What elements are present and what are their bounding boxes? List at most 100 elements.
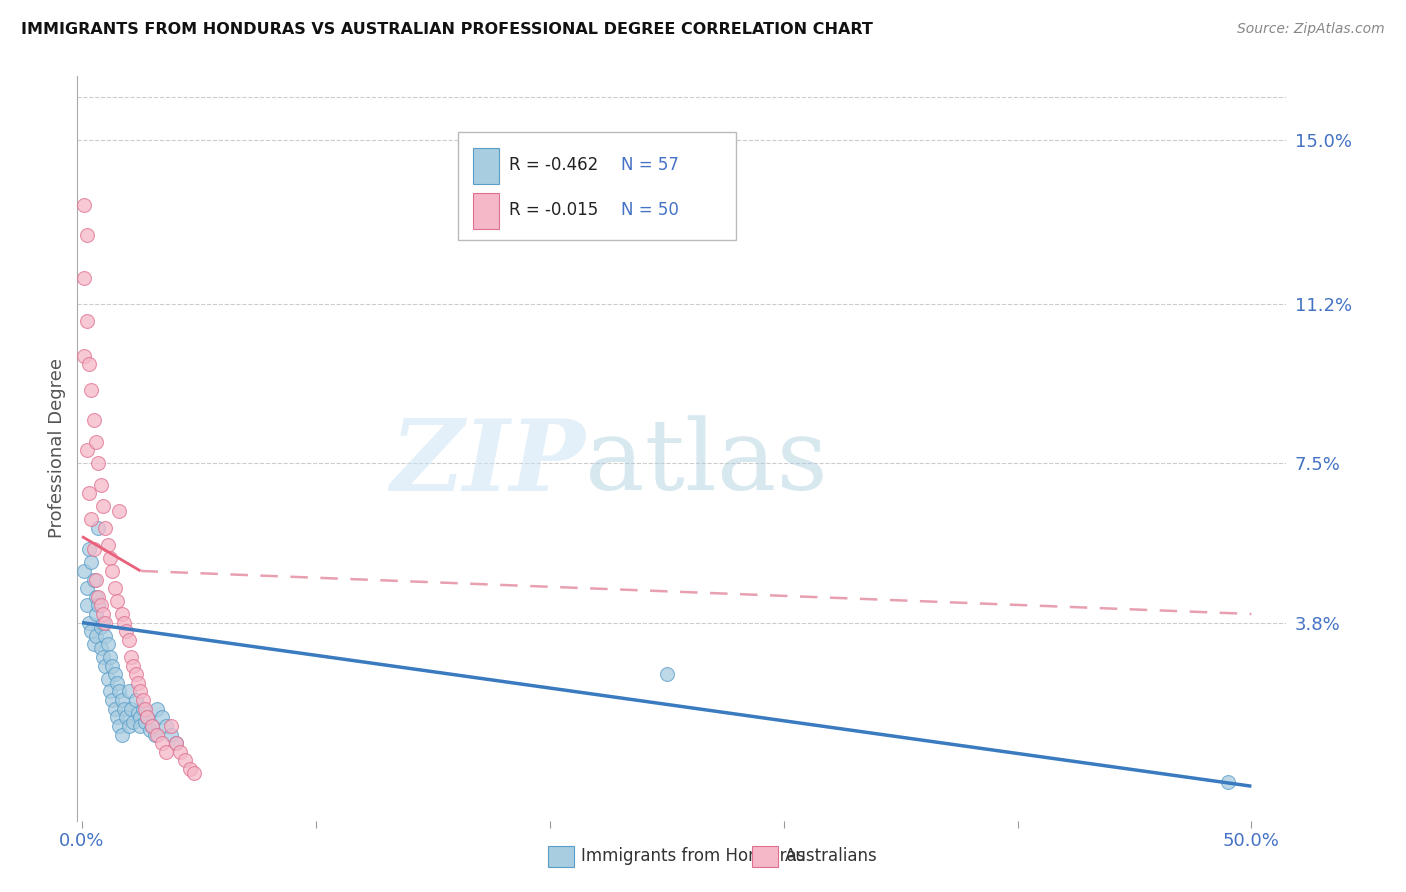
Point (112, 615, 135, 630)
Text: N = 50: N = 50 (621, 201, 679, 219)
Point (80, 512, 103, 526)
Point (132, 693, 155, 707)
Point (174, 753, 197, 767)
Point (87, 590, 110, 604)
Point (104, 702, 127, 716)
Point (146, 702, 169, 716)
Point (84, 434, 107, 449)
Point (139, 723, 162, 738)
Point (94, 615, 117, 630)
Point (129, 719, 152, 733)
Point (160, 727, 183, 741)
Point (129, 710, 152, 724)
Point (101, 693, 124, 707)
Point (111, 693, 134, 707)
Point (150, 710, 173, 724)
Point (90, 620, 112, 634)
Point (112, 702, 135, 716)
Point (118, 719, 141, 733)
Point (94, 628, 117, 642)
Point (101, 658, 124, 673)
Point (84, 607, 107, 621)
Point (87, 456, 110, 470)
Point (83, 413, 105, 427)
Point (90, 641, 112, 656)
Point (655, 667, 678, 681)
Point (105, 710, 128, 724)
Point (122, 714, 145, 729)
Point (76, 228, 98, 243)
Point (83, 573, 105, 587)
Point (98, 650, 121, 665)
Point (91, 500, 114, 514)
Point (118, 684, 141, 698)
Point (160, 719, 183, 733)
Text: ZIP: ZIP (391, 415, 585, 511)
Point (98, 551, 121, 566)
FancyBboxPatch shape (458, 132, 737, 240)
Point (136, 710, 159, 724)
Point (108, 719, 131, 733)
Point (143, 727, 166, 741)
Point (97, 672, 120, 686)
Point (118, 632, 141, 647)
Point (97, 637, 120, 651)
Point (115, 624, 138, 639)
Point (80, 624, 103, 639)
Point (76, 314, 98, 328)
Point (108, 684, 131, 698)
Point (183, 766, 205, 780)
Point (155, 719, 177, 733)
Point (73, 271, 96, 285)
Point (169, 745, 191, 759)
Point (83, 637, 105, 651)
Point (127, 676, 149, 690)
Point (111, 727, 134, 741)
Point (76, 443, 98, 458)
Text: R = -0.462: R = -0.462 (509, 156, 598, 174)
Point (125, 693, 148, 707)
Point (132, 702, 155, 716)
Point (104, 581, 127, 595)
Point (150, 736, 173, 750)
Point (83, 542, 105, 557)
Text: R = -0.015: R = -0.015 (509, 201, 598, 219)
Point (136, 710, 159, 724)
Point (179, 762, 201, 776)
Point (111, 607, 134, 621)
Text: atlas: atlas (585, 416, 828, 511)
Point (120, 702, 142, 716)
Point (91, 607, 114, 621)
Point (91, 615, 114, 630)
Point (80, 555, 103, 569)
Point (1216, 775, 1239, 789)
Point (155, 745, 177, 759)
Text: Australians: Australians (785, 847, 877, 865)
Point (141, 719, 163, 733)
Point (73, 198, 96, 212)
Text: N = 57: N = 57 (621, 156, 679, 174)
Point (84, 590, 107, 604)
Text: IMMIGRANTS FROM HONDURAS VS AUSTRALIAN PROFESSIONAL DEGREE CORRELATION CHART: IMMIGRANTS FROM HONDURAS VS AUSTRALIAN P… (21, 22, 873, 37)
Text: Immigrants from Honduras: Immigrants from Honduras (581, 847, 806, 865)
Point (76, 599, 98, 613)
Point (146, 727, 169, 741)
Point (127, 706, 149, 720)
Point (134, 702, 156, 716)
Point (91, 650, 114, 665)
Point (87, 599, 110, 613)
Point (105, 676, 128, 690)
Point (77, 542, 100, 557)
Point (77, 357, 100, 371)
Point (120, 650, 142, 665)
Point (98, 684, 121, 698)
Point (134, 714, 156, 729)
Point (73, 349, 96, 363)
Point (87, 521, 110, 535)
Point (90, 478, 112, 492)
Point (80, 383, 103, 397)
Y-axis label: Professional Degree: Professional Degree (48, 359, 66, 538)
Text: Source: ZipAtlas.com: Source: ZipAtlas.com (1237, 22, 1385, 37)
Point (76, 581, 98, 595)
Point (97, 538, 120, 552)
